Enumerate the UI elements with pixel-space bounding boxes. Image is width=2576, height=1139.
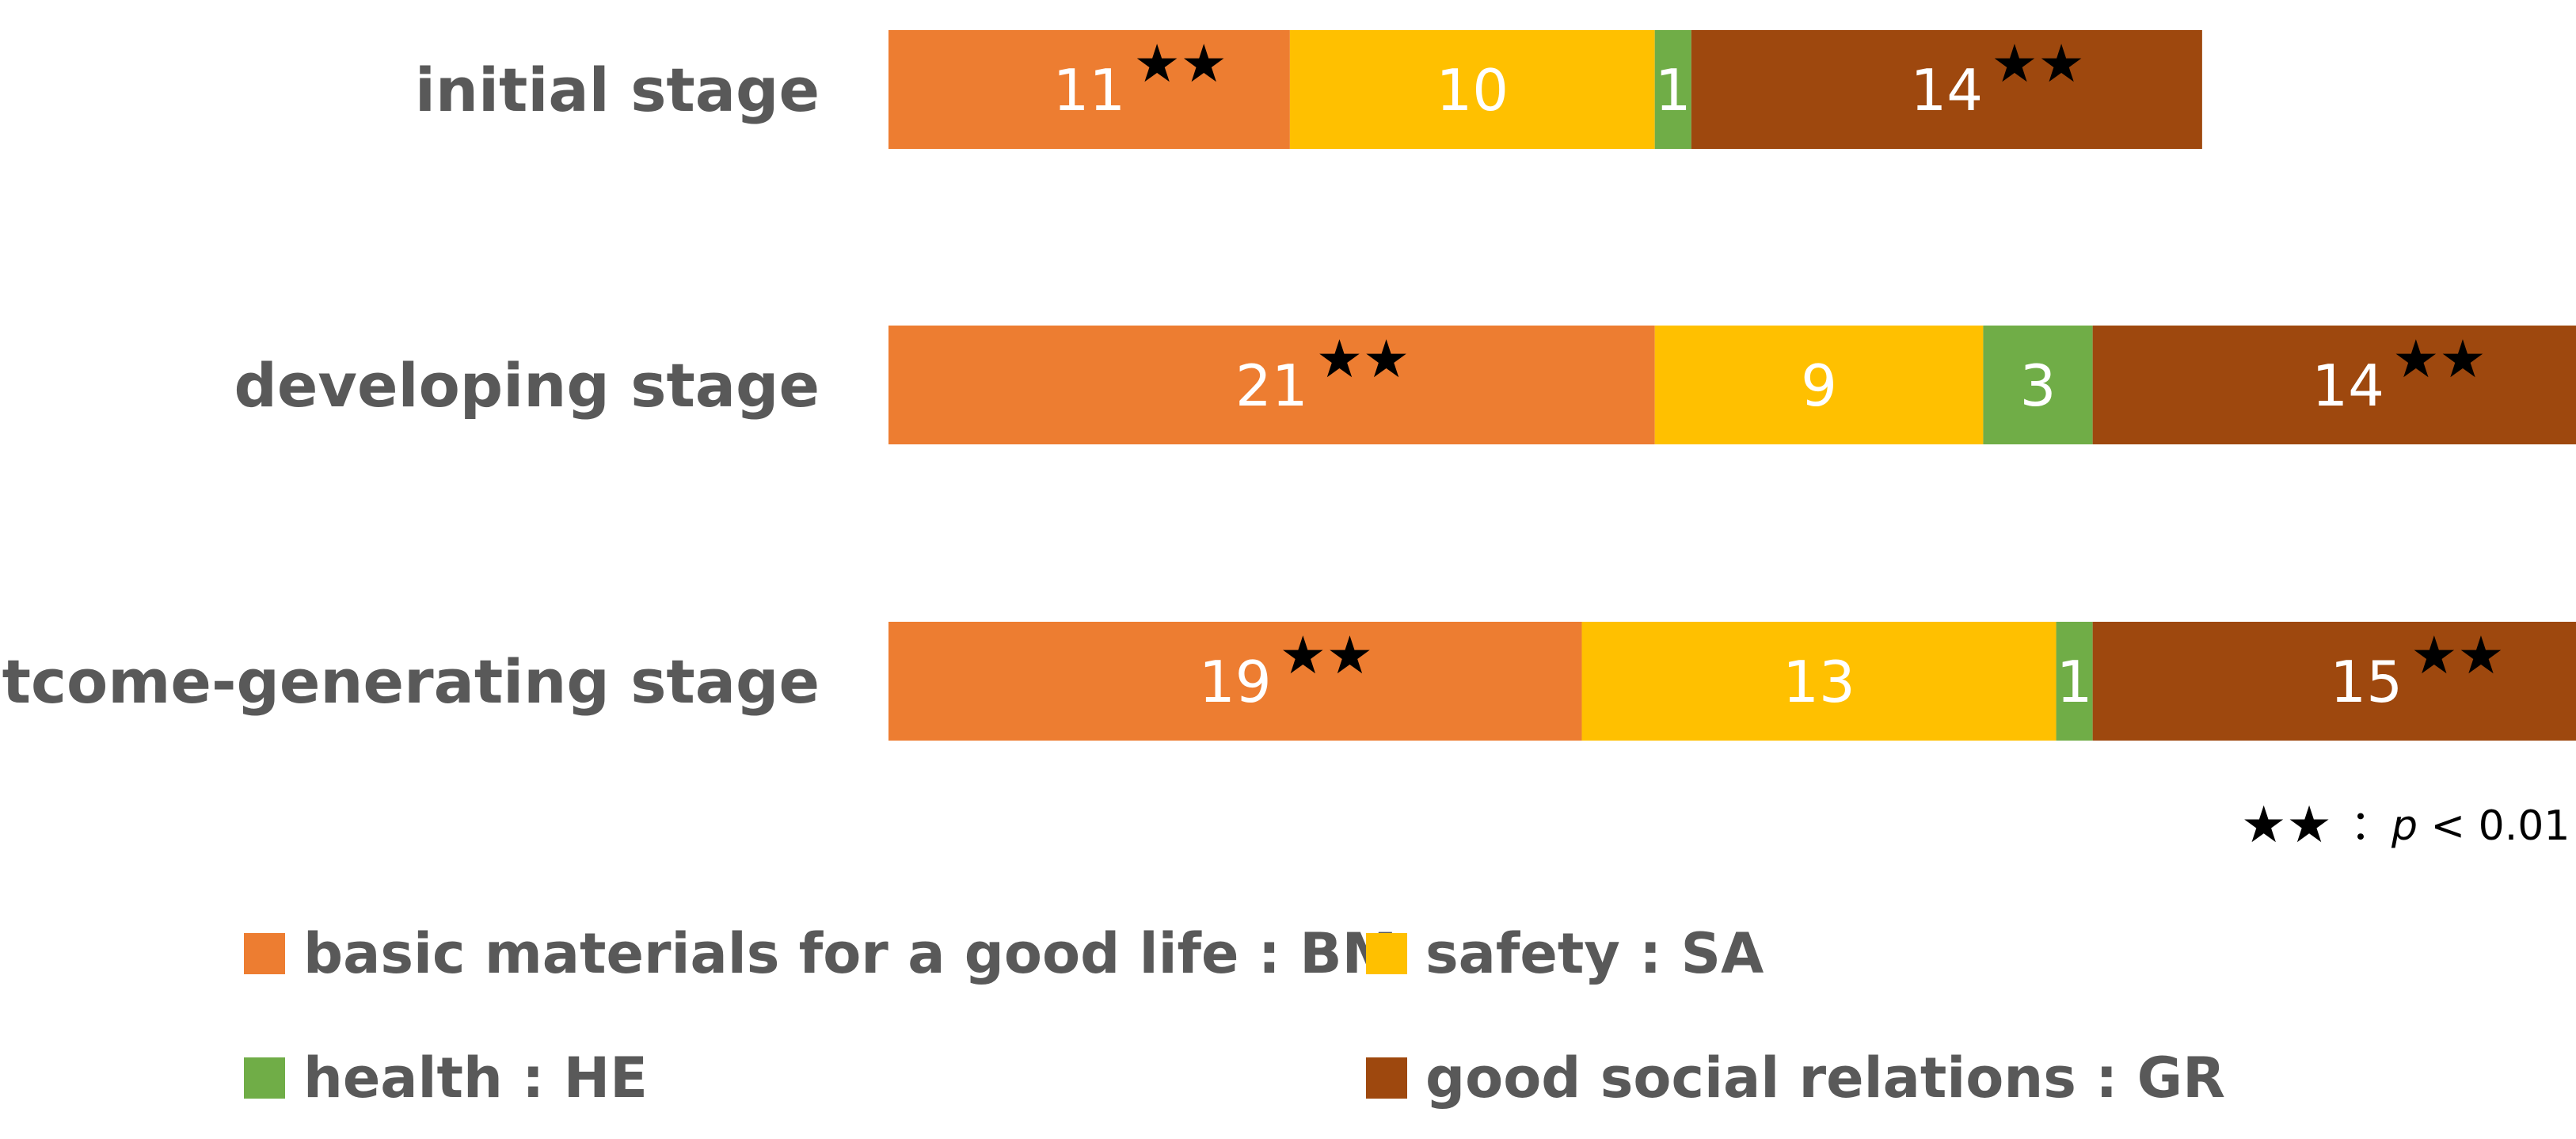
bar-segment: [1581, 622, 2057, 741]
data-label: 13: [1783, 649, 1855, 715]
bar-segment: [1289, 30, 1655, 149]
legend-swatch: [244, 933, 285, 974]
legend-label: safety : SA: [1425, 921, 1764, 986]
bar-segment: [2092, 622, 2576, 741]
data-label: 19: [1199, 649, 1272, 715]
legend-swatch: [1366, 1057, 1407, 1099]
legend-label: health : HE: [303, 1046, 648, 1110]
significance-stars: ★★: [2392, 329, 2486, 390]
bars: 11 ★★ 10 1 14 ★★21 ★★ 9 3 14 ★★19 ★★ 13 1 15 ★★: [888, 30, 2576, 741]
significance-note: ★★ ：p < 0.01: [2241, 796, 2570, 855]
data-label: 3: [2020, 352, 2057, 419]
legend: basic materials for a good life : BM safe…: [244, 921, 2225, 1110]
data-label: 15: [2330, 649, 2403, 715]
category-label: initial stage: [415, 55, 820, 125]
bar-segment: [1654, 326, 1984, 444]
bar-segment: [1654, 30, 1691, 149]
significance-stars: ★★: [1280, 625, 1373, 686]
bar-segment: [888, 30, 1290, 149]
bar-segment: [888, 622, 1582, 741]
significance-stars: ★★: [2410, 625, 2504, 686]
data-label: 14: [2312, 352, 2384, 419]
data-label: 9: [1801, 352, 1837, 419]
data-label: 1: [1655, 57, 1691, 124]
bar-segment: [888, 326, 1655, 444]
data-label: 21: [1235, 352, 1308, 419]
bar-segment: [1691, 30, 2202, 149]
significance-note-stars: ★★: [2241, 796, 2332, 855]
data-label: 14: [1911, 57, 1984, 124]
legend-swatch: [244, 1057, 285, 1099]
significance-stars: ★★: [1316, 329, 1410, 390]
significance-stars: ★★: [1133, 33, 1227, 94]
legend-swatch: [1366, 933, 1407, 974]
bar-segment: [1983, 326, 2093, 444]
significance-note-colon: ：: [2350, 802, 2391, 850]
legend-label: good social relations : GR: [1425, 1046, 2225, 1110]
bar-segment: [2056, 622, 2093, 741]
data-label: 10: [1436, 57, 1509, 124]
category-labels: initial stage developing stage outcome-gen…: [0, 55, 820, 717]
data-label: 11: [1053, 57, 1126, 124]
data-label: 1: [2057, 649, 2093, 715]
significance-note-p: p: [2391, 802, 2418, 850]
legend-label: basic materials for a good life : BM: [303, 921, 1397, 986]
significance-note-threshold: < 0.01: [2418, 802, 2570, 850]
category-label: outcome-generating stage: [0, 646, 820, 717]
bar-segment: [2092, 326, 2576, 444]
significance-stars: ★★: [1991, 33, 2084, 94]
category-label: developing stage: [234, 350, 820, 421]
significance-note-text: ：p < 0.01: [2350, 802, 2570, 850]
